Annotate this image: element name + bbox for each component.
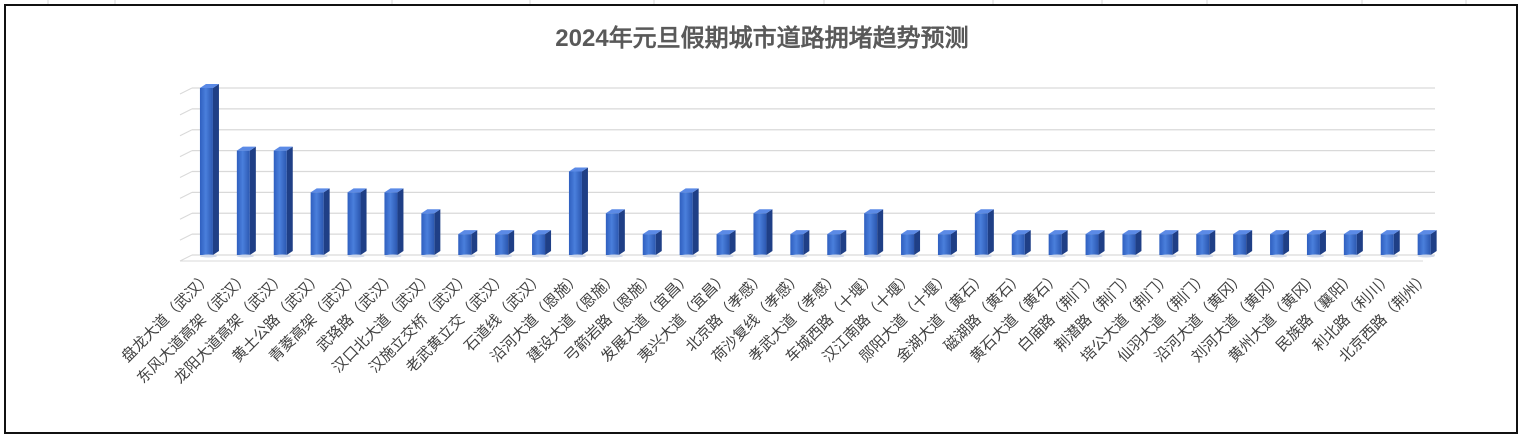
bar xyxy=(1306,230,1326,258)
bar xyxy=(310,188,330,258)
bar xyxy=(458,230,478,258)
gridline xyxy=(179,129,1435,137)
bar xyxy=(568,167,588,258)
bar xyxy=(605,209,625,258)
bar xyxy=(1122,230,1142,258)
bar xyxy=(1011,230,1031,258)
bar xyxy=(642,230,662,258)
bar xyxy=(273,146,293,258)
bar xyxy=(1233,230,1253,258)
bar xyxy=(1048,230,1068,258)
bar xyxy=(1270,230,1290,258)
bar xyxy=(974,209,994,258)
bar xyxy=(347,188,367,258)
bars xyxy=(199,84,1437,258)
bar xyxy=(753,209,773,258)
gridline xyxy=(179,149,1435,158)
bar xyxy=(1380,230,1400,258)
gridline xyxy=(179,108,1435,116)
bar xyxy=(1196,230,1216,258)
bar xyxy=(495,230,515,258)
gridline xyxy=(179,87,1435,95)
bar xyxy=(716,230,736,258)
chart-title: 2024年元旦假期城市道路拥堵趋势预测 xyxy=(555,24,968,52)
bar xyxy=(199,84,219,258)
bar xyxy=(827,230,847,258)
bar xyxy=(236,146,256,258)
bar xyxy=(901,230,921,258)
gridline xyxy=(179,212,1435,220)
gridline xyxy=(179,170,1435,178)
bar xyxy=(1417,230,1437,258)
bar xyxy=(384,188,404,258)
bar xyxy=(1343,230,1363,258)
bar xyxy=(864,209,884,258)
bar xyxy=(679,188,699,258)
bar xyxy=(1085,230,1105,258)
bar xyxy=(790,230,810,258)
bar xyxy=(937,230,957,258)
category-labels: 盘龙大道（武汉）东风大道高架（武汉）龙阳大道高架（武汉）黄土公路（武汉）青菱高架… xyxy=(118,268,1433,387)
gridline xyxy=(179,191,1435,199)
bar xyxy=(532,230,552,258)
bar xyxy=(1159,230,1179,258)
bar xyxy=(421,209,441,258)
